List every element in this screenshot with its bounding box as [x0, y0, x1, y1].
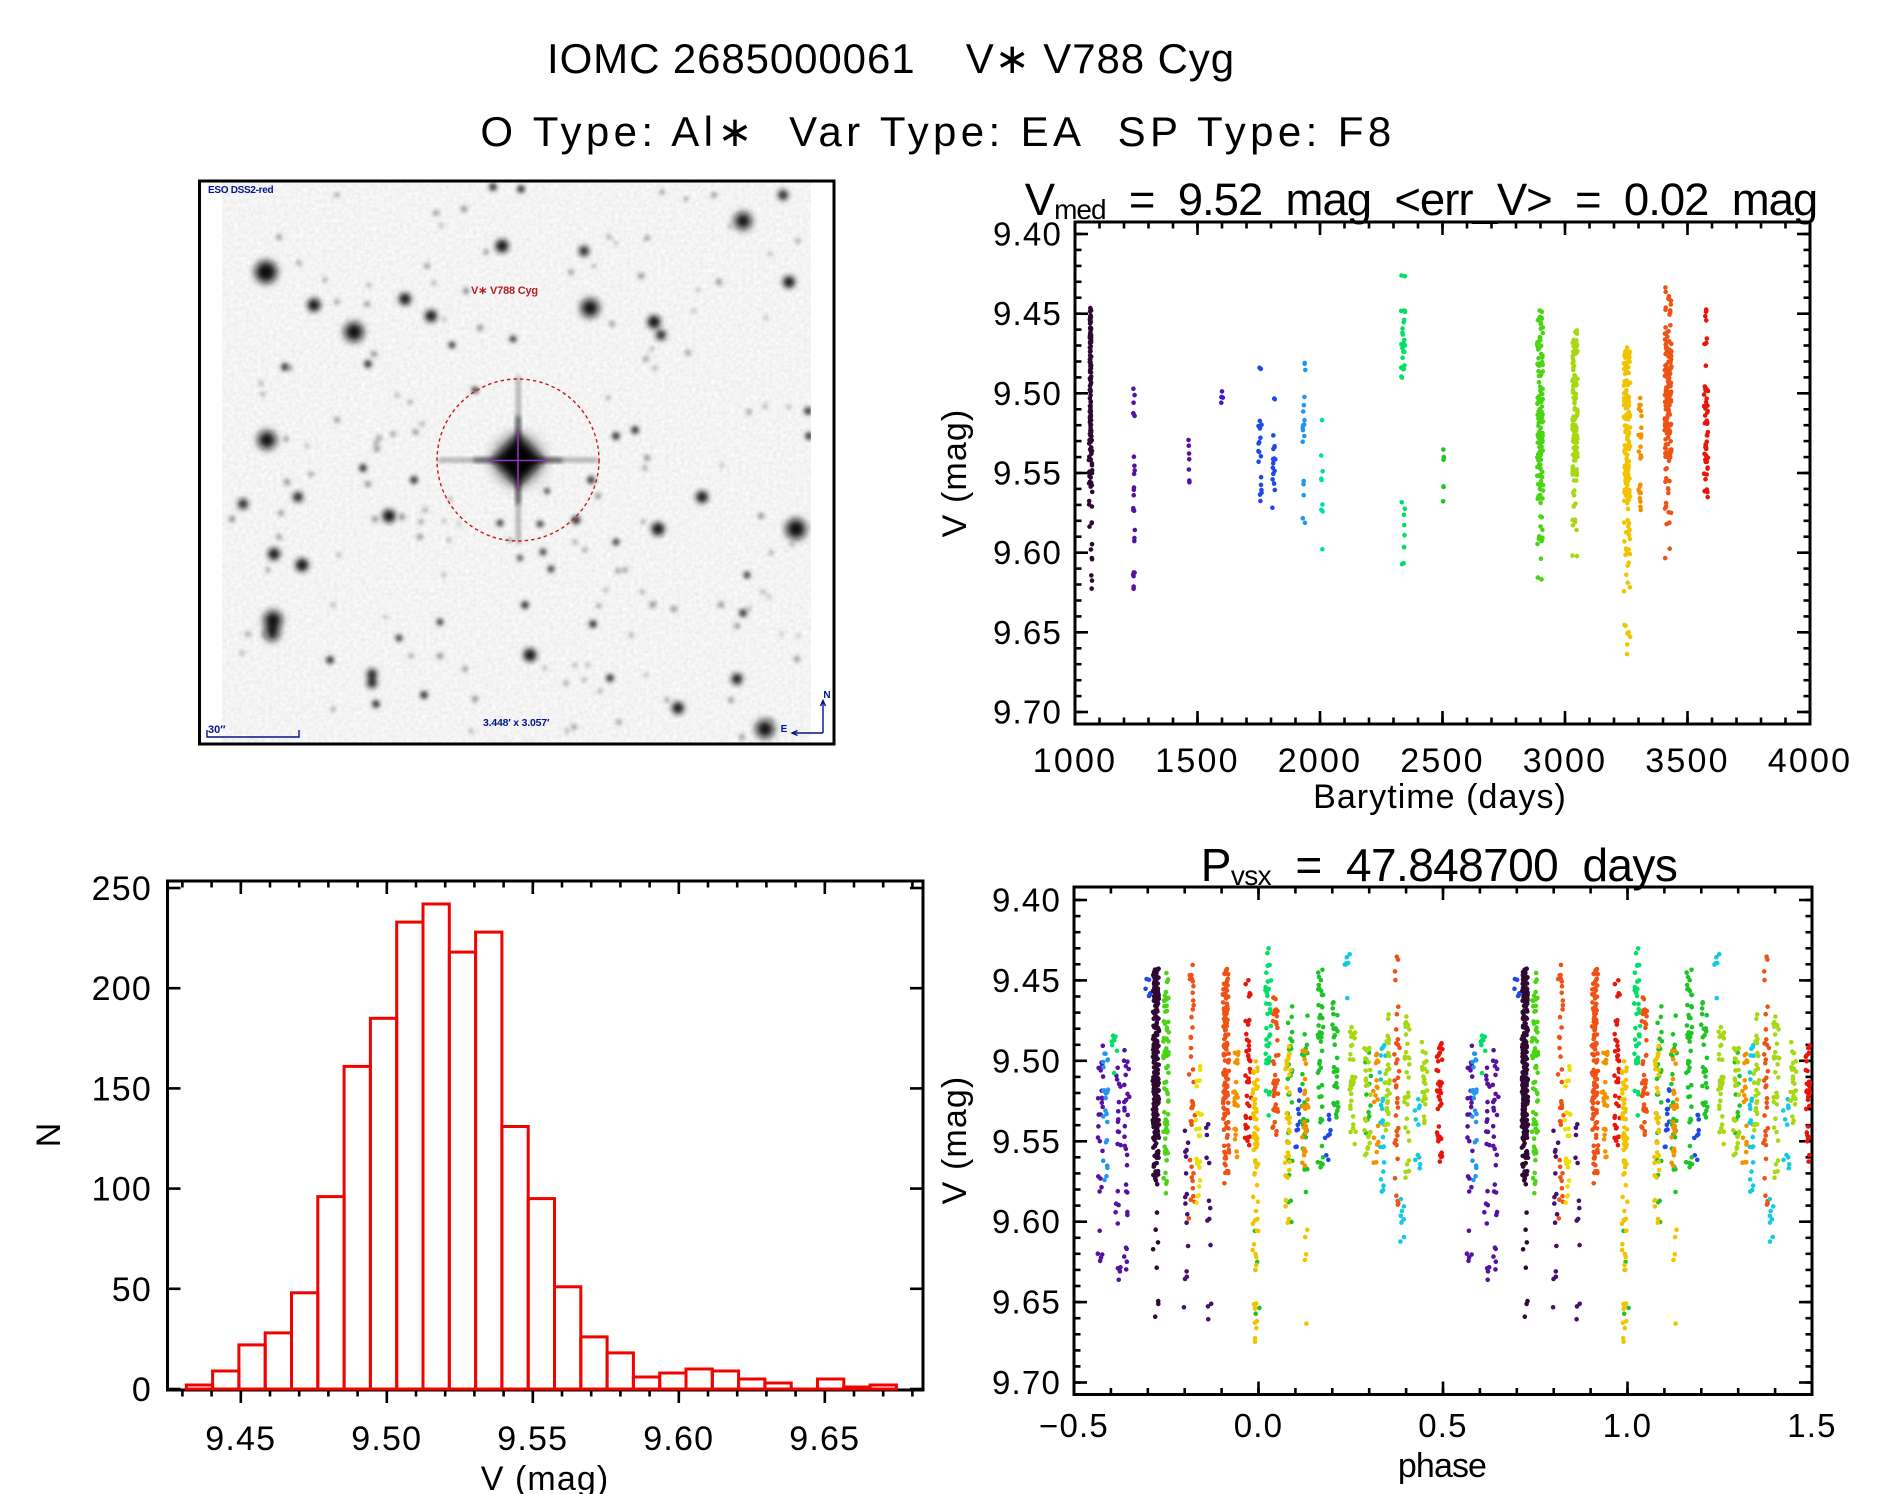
svg-text:−0.5: −0.5	[1039, 1407, 1109, 1444]
svg-text:O Type: Al∗ Var Type: EA SP: O Type: Al∗ Var Type: EA SP Type: F8	[480, 108, 1395, 155]
svg-text:IOMC 2685000061 V∗ V788 Cyg: IOMC 2685000061 V∗ V788 Cyg	[547, 35, 1235, 82]
svg-text:9.45: 9.45	[992, 962, 1061, 999]
svg-text:E: E	[781, 724, 788, 735]
svg-text:Barytime (days): Barytime (days)	[1313, 778, 1567, 816]
svg-text:2500: 2500	[1400, 742, 1484, 780]
svg-text:250: 250	[92, 870, 152, 908]
svg-text:2000: 2000	[1278, 742, 1362, 780]
svg-text:0.0: 0.0	[1234, 1407, 1283, 1444]
svg-text:9.45: 9.45	[205, 1420, 276, 1458]
svg-text:9.55: 9.55	[992, 1123, 1061, 1160]
svg-text:9.50: 9.50	[993, 375, 1062, 412]
svg-text:Vmed = 9.52 mag <err_V> =: Vmed = 9.52 mag <err_V> = 0.02 mag	[1025, 174, 1818, 225]
svg-text:V∗ V788 Cyg: V∗ V788 Cyg	[471, 285, 538, 297]
svg-text:9.60: 9.60	[643, 1420, 714, 1458]
svg-text:N: N	[823, 690, 830, 701]
svg-text:4000: 4000	[1768, 742, 1852, 780]
svg-text:9.40: 9.40	[993, 216, 1062, 253]
svg-text:0.5: 0.5	[1418, 1407, 1467, 1444]
svg-text:9.65: 9.65	[992, 1284, 1061, 1321]
svg-text:phase: phase	[1398, 1447, 1486, 1485]
svg-text:150: 150	[92, 1070, 152, 1108]
svg-text:9.45: 9.45	[993, 295, 1062, 332]
svg-text:9.55: 9.55	[993, 455, 1062, 492]
svg-text:ESO DSS2-red: ESO DSS2-red	[208, 185, 274, 196]
svg-text:9.50: 9.50	[992, 1042, 1061, 1079]
svg-text:50: 50	[112, 1271, 152, 1309]
svg-text:1.5: 1.5	[1787, 1407, 1836, 1444]
svg-text:N: N	[30, 1123, 68, 1148]
svg-text:9.70: 9.70	[992, 1364, 1061, 1401]
svg-text:9.60: 9.60	[992, 1203, 1061, 1240]
svg-text:3.448′ x 3.057′: 3.448′ x 3.057′	[483, 717, 550, 729]
svg-text:9.55: 9.55	[497, 1420, 568, 1458]
svg-text:200: 200	[92, 970, 152, 1008]
svg-text:9.40: 9.40	[992, 882, 1061, 919]
svg-text:3000: 3000	[1523, 742, 1607, 780]
svg-text:Pvsx = 47.848700 days: Pvsx = 47.848700 days	[1201, 839, 1677, 891]
svg-text:0: 0	[132, 1371, 152, 1409]
svg-text:1.0: 1.0	[1603, 1407, 1652, 1444]
svg-text:9.70: 9.70	[993, 694, 1062, 731]
svg-text:9.50: 9.50	[351, 1420, 422, 1458]
svg-text:9.60: 9.60	[993, 534, 1062, 571]
svg-text:30″: 30″	[208, 724, 226, 736]
svg-text:1000: 1000	[1033, 742, 1117, 780]
svg-text:V (mag): V (mag)	[936, 409, 974, 538]
svg-text:1500: 1500	[1155, 742, 1239, 780]
svg-text:100: 100	[92, 1171, 152, 1209]
svg-text:3500: 3500	[1645, 742, 1729, 780]
svg-text:9.65: 9.65	[993, 614, 1062, 651]
svg-text:V (mag): V (mag)	[481, 1460, 610, 1494]
svg-text:9.65: 9.65	[789, 1420, 860, 1458]
svg-text:V (mag): V (mag)	[936, 1076, 974, 1205]
